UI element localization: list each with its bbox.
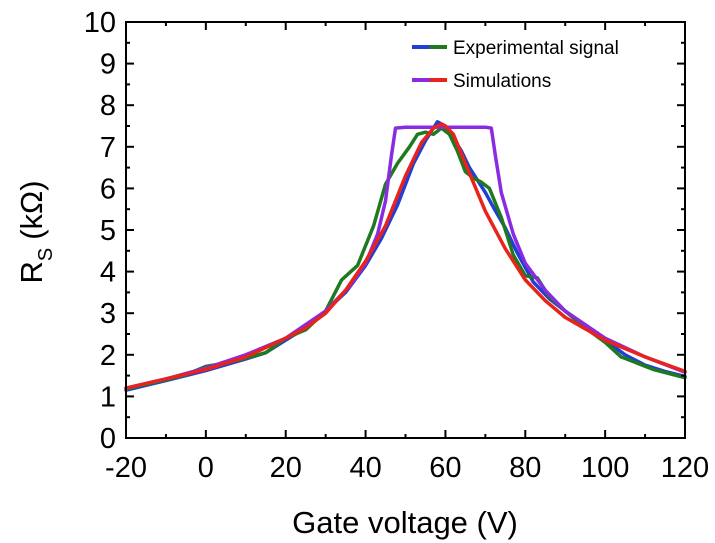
x-ticks: -20 0 20 40 60 80 100 120 [105, 22, 709, 484]
y-ticks: 0 1 2 3 4 5 6 7 8 9 10 [84, 7, 685, 455]
x-tick-label: 100 [581, 452, 629, 484]
y-tick-label: 7 [100, 132, 116, 164]
x-tick-label: 20 [270, 452, 302, 484]
legend: Experimental signal Simulations [412, 38, 619, 92]
legend-label: Experimental signal [453, 38, 619, 59]
y-tick-label: 1 [100, 381, 116, 413]
series-layer [124, 120, 687, 392]
y-tick-label: 0 [100, 423, 116, 455]
series-line-3 [124, 122, 687, 390]
x-tick-label: 60 [429, 452, 461, 484]
plot-frame [125, 21, 686, 439]
y-tick-label: 4 [100, 257, 116, 289]
x-tick-label: -20 [105, 452, 147, 484]
series-line-0 [124, 120, 687, 392]
y-axis-label: RS (kΩ) [14, 180, 57, 283]
y-tick-label: 10 [84, 7, 116, 39]
x-tick-label: 40 [349, 452, 381, 484]
y-tick-label: 2 [100, 340, 116, 372]
series-line-1 [124, 126, 687, 391]
y-axis-label-main: R [14, 261, 49, 283]
x-tick-label: 0 [198, 452, 214, 484]
y-tick-label: 6 [100, 173, 116, 205]
y-tick-label: 3 [100, 298, 116, 330]
y-axis-label-unit: (kΩ) [14, 180, 49, 239]
series-line-2 [124, 125, 687, 390]
y-tick-label: 5 [100, 215, 116, 247]
x-tick-label: 80 [509, 452, 541, 484]
y-tick-label: 9 [100, 49, 116, 81]
x-tick-label: 120 [661, 452, 709, 484]
legend-label: Simulations [453, 71, 551, 92]
svg-text:RS(kΩ): RS (kΩ) [14, 180, 57, 283]
x-axis-label: Gate voltage (V) [292, 505, 518, 540]
y-tick-label: 8 [100, 90, 116, 122]
y-axis-label-sub: S [35, 248, 57, 261]
